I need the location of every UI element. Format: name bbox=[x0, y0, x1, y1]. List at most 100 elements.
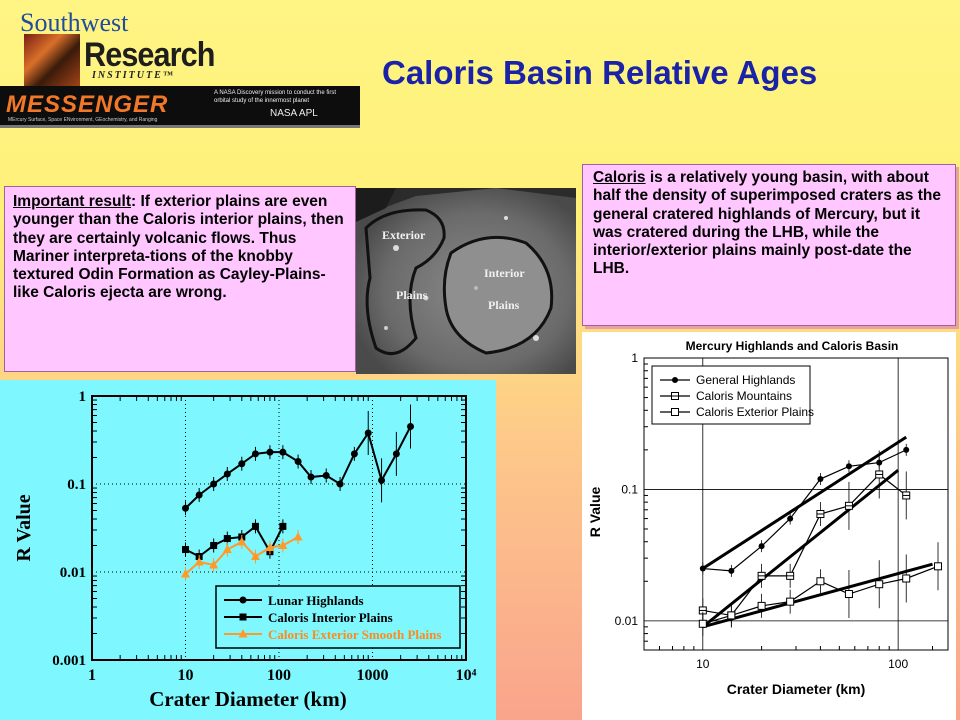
caloris-summary-box: Caloris is a relatively young basin, wit… bbox=[582, 164, 956, 326]
important-result-text: : If exterior plains are even younger th… bbox=[13, 193, 344, 302]
data-point bbox=[222, 544, 232, 554]
data-point bbox=[210, 480, 218, 488]
chart-title: Mercury Highlands and Caloris Basin bbox=[686, 339, 899, 353]
x-tick-label: 10 bbox=[696, 657, 710, 671]
fit-line-0 bbox=[701, 435, 908, 570]
data-point bbox=[845, 463, 852, 470]
data-point bbox=[223, 470, 231, 478]
data-point bbox=[698, 619, 707, 628]
label-exterior: Exterior bbox=[382, 228, 426, 242]
banner-subtitle: MErcury Surface, Space ENvironment, GEoc… bbox=[8, 117, 158, 123]
data-point bbox=[903, 446, 910, 453]
data-point bbox=[210, 542, 218, 550]
mercury-r-value-chart: Mercury Highlands and Caloris Basin 10 100… bbox=[582, 332, 956, 720]
data-point bbox=[875, 580, 884, 589]
y-axis-label: R Value bbox=[13, 494, 35, 561]
logo-southwest-text: Southwest bbox=[20, 8, 129, 37]
x-axis-label: Crater Diameter (km) bbox=[727, 681, 866, 697]
data-point bbox=[322, 471, 330, 479]
data-point bbox=[279, 522, 287, 530]
x-tick-label: 1000 bbox=[357, 667, 389, 684]
y-tick-label: 0.001 bbox=[52, 653, 86, 669]
data-point bbox=[294, 458, 302, 466]
data-point bbox=[237, 536, 247, 546]
legend-marker bbox=[238, 629, 248, 638]
label-interior: Interior bbox=[484, 266, 525, 280]
legend-marker bbox=[239, 596, 247, 604]
legend-marker bbox=[671, 408, 679, 416]
data-point bbox=[279, 448, 287, 456]
data-point bbox=[238, 460, 246, 468]
data-point bbox=[844, 590, 853, 599]
data-point bbox=[278, 540, 288, 550]
mercury-r-value-plot: Mercury Highlands and Caloris Basin 10 100… bbox=[587, 339, 949, 697]
fit-line-2 bbox=[702, 562, 933, 629]
legend-label: General Highlands bbox=[696, 373, 795, 387]
important-result-lead: Important result bbox=[13, 193, 131, 210]
x-tick-label: 10⁴ bbox=[456, 667, 477, 684]
data-point bbox=[816, 577, 825, 586]
messenger-banner: MESSENGER MErcury Surface, Space ENviron… bbox=[0, 86, 360, 128]
data-point bbox=[265, 542, 275, 551]
data-point bbox=[251, 522, 259, 530]
data-point bbox=[181, 568, 190, 578]
series-line-1 bbox=[702, 473, 907, 617]
logo-mark-icon bbox=[24, 34, 80, 86]
legend-label: Caloris Exterior Plains bbox=[696, 405, 814, 419]
data-point bbox=[902, 574, 911, 583]
data-point bbox=[787, 515, 794, 522]
logo-research-text: Research bbox=[84, 36, 215, 74]
y-tick-label: 0.1 bbox=[67, 477, 86, 493]
legend-label: Caloris Interior Plains bbox=[268, 610, 393, 625]
x-tick-label: 1 bbox=[88, 667, 96, 684]
data-point bbox=[195, 491, 203, 499]
y-tick-label: 0.01 bbox=[60, 565, 86, 581]
data-point bbox=[250, 551, 260, 561]
data-point bbox=[378, 476, 386, 484]
caloris-summary-text: is a relatively young basin, with about … bbox=[593, 169, 941, 278]
legend-label: Lunar Highlands bbox=[268, 593, 364, 608]
caloris-summary-lead: Caloris bbox=[593, 169, 646, 186]
label-plains-right: Plains bbox=[488, 298, 520, 312]
data-point bbox=[727, 611, 736, 620]
important-result-box: Important result: If exterior plains are… bbox=[4, 186, 356, 372]
data-point bbox=[293, 531, 303, 541]
x-tick-label: 100 bbox=[888, 657, 908, 671]
x-tick-label: 100 bbox=[267, 667, 291, 684]
y-tick-label: 1 bbox=[631, 351, 638, 365]
y-tick-label: 1 bbox=[79, 389, 87, 405]
series-line-0 bbox=[702, 449, 907, 572]
data-point bbox=[307, 473, 315, 481]
data-point bbox=[266, 448, 274, 456]
legend-label: Caloris Mountains bbox=[696, 389, 792, 403]
data-point bbox=[392, 450, 400, 458]
data-point bbox=[251, 450, 259, 458]
y-tick-label: 0.1 bbox=[621, 482, 638, 496]
data-point bbox=[728, 567, 735, 574]
y-axis-label: R Value bbox=[587, 487, 603, 538]
basin-mosaic-graphic bbox=[356, 188, 576, 374]
legend: General Highlands Caloris Mountains Calori… bbox=[651, 365, 814, 425]
logo-institute-text: INSTITUTE™ bbox=[92, 70, 175, 81]
x-axis-label: Crater Diameter (km) bbox=[149, 687, 346, 711]
fit-line-1 bbox=[701, 469, 900, 629]
data-point bbox=[817, 476, 824, 483]
label-plains-left: Plains bbox=[396, 288, 428, 302]
data-point bbox=[364, 429, 372, 437]
caloris-basin-image: Exterior Plains Interior Plains bbox=[356, 188, 576, 374]
lunar-r-value-chart: 1 10 100 1000 10⁴ 0.001 0.01 0.1 1 Crater Diamete… bbox=[0, 380, 496, 720]
data-point bbox=[757, 601, 766, 610]
legend-marker bbox=[239, 613, 247, 621]
data-point bbox=[758, 543, 765, 550]
data-point bbox=[407, 423, 415, 431]
y-tick-label: 0.01 bbox=[615, 614, 639, 628]
data-point bbox=[223, 535, 231, 543]
data-point bbox=[336, 480, 344, 488]
swri-logo: Southwest Research INSTITUTE™ bbox=[20, 8, 220, 86]
x-tick-label: 10 bbox=[178, 667, 194, 684]
data-point bbox=[209, 560, 219, 569]
legend: Lunar Highlands Caloris Interior Plains Ca… bbox=[215, 585, 461, 649]
banner-title: MESSENGER bbox=[6, 91, 169, 118]
data-point bbox=[182, 504, 189, 512]
data-point bbox=[194, 556, 204, 566]
